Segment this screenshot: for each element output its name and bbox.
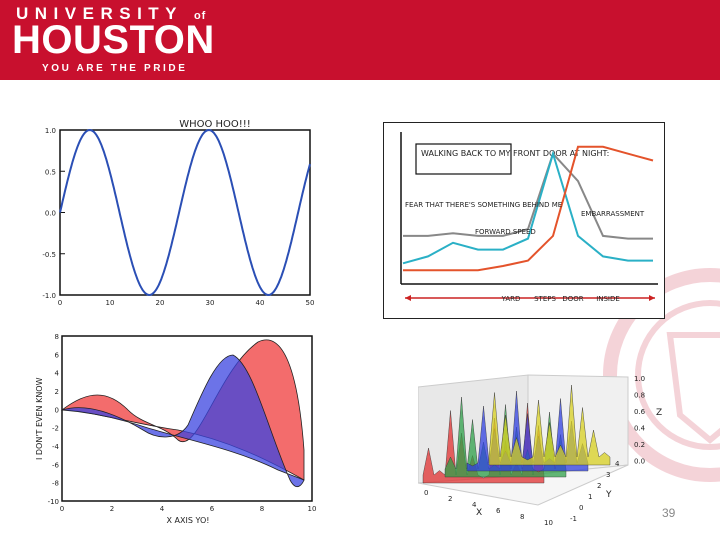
x-tick-label: 0 xyxy=(424,489,428,497)
axis-label-z: Z xyxy=(656,408,662,418)
x-tick-label: 0 xyxy=(60,505,64,513)
z-tick-label: 0.8 xyxy=(634,392,645,400)
series-line-cyan xyxy=(402,150,653,265)
walk-x-label: DOOR xyxy=(562,295,583,303)
x-tick-label: 50 xyxy=(306,299,315,307)
chart-walking-title: WALKING BACK TO MY FRONT DOOR AT NIGHT: xyxy=(421,149,609,158)
x-tick-label: 10 xyxy=(106,299,115,307)
axis-label-x: X xyxy=(476,508,482,518)
chart-area-ylabel: I DON'T EVEN KNOW xyxy=(35,377,44,460)
y-tick-label: -1.0 xyxy=(42,292,56,300)
axis-label-y: Y xyxy=(605,490,612,500)
area-blue xyxy=(61,354,305,487)
y-tick-label: -1 xyxy=(570,515,577,523)
annotation-embarrassment: EMBARRASSMENT xyxy=(581,210,645,218)
series-line-orange xyxy=(403,145,654,272)
z-tick-label: 0.2 xyxy=(634,441,645,449)
y-tick-label: -6 xyxy=(52,461,60,469)
chart-area: 8 6 4 2 0 -2 -4 -6 -8 -10 0 2 4 6 8 10 I DON'T EVEN KN… xyxy=(35,333,317,525)
y-tick-label: 0.0 xyxy=(45,210,56,218)
x-tick-label: 4 xyxy=(472,501,477,509)
logo-houston-text: HOUSTON xyxy=(12,18,215,62)
y-tick-label: 2 xyxy=(55,388,59,396)
chart-sine-title: WHOO HOO!!! xyxy=(179,119,251,130)
walk-x-label: INSIDE xyxy=(596,295,620,303)
y-tick-label: 4 xyxy=(55,370,60,378)
y-tick-label: -0.5 xyxy=(42,251,56,259)
x-tick-label: 4 xyxy=(160,505,165,513)
annotation-speed: FORWARD SPEED xyxy=(475,228,536,236)
seal-watermark xyxy=(603,268,720,482)
logo-tagline: YOU ARE THE PRIDE xyxy=(42,63,188,74)
x-tick-label: 2 xyxy=(110,505,114,513)
y-tick-label: 4 xyxy=(615,460,620,468)
x-tick-label: 6 xyxy=(496,507,501,515)
x-tick-label: 8 xyxy=(260,505,264,513)
y-tick-label: 0 xyxy=(55,406,59,414)
y-tick-label: 0 xyxy=(579,504,583,512)
y-tick-label: 2 xyxy=(597,482,601,490)
y-tick-label: -10 xyxy=(48,498,59,506)
university-logo: UNIVERSITY of HOUSTON YOU ARE THE PRIDE xyxy=(0,0,215,80)
x-tick-label: 10 xyxy=(308,505,317,513)
chart-sine: WHOO HOO!!! 1.0 0.5 0.0 -0.5 -1.0 0 10 20 30 40 5… xyxy=(42,119,315,307)
y-tick-label: -4 xyxy=(52,443,60,451)
y-tick-label: 0.5 xyxy=(45,168,56,176)
y-tick-label: -8 xyxy=(52,480,59,488)
slide-number: 39 xyxy=(662,506,676,520)
walk-x-label: YARD xyxy=(501,295,521,303)
bar-series-3 xyxy=(488,384,611,466)
chart-sine-line xyxy=(59,128,311,297)
z-tick-label: 1.0 xyxy=(634,375,645,383)
y-tick-label: 1 xyxy=(588,493,592,501)
series-line-gray xyxy=(403,151,653,240)
y-tick-label: 8 xyxy=(55,333,59,341)
walk-x-label: STEPS xyxy=(534,295,556,303)
y-tick-label: 6 xyxy=(55,351,60,359)
x-tick-label: 40 xyxy=(256,299,265,307)
x-tick-label: 8 xyxy=(520,513,524,521)
x-tick-label: 2 xyxy=(448,495,452,503)
chart-area-xlabel: X AXIS YO! xyxy=(167,516,210,525)
chart-walking: WALKING BACK TO MY FRONT DOOR AT NIGHT: … xyxy=(383,122,665,319)
y-tick-label: -2 xyxy=(52,425,59,433)
x-tick-label: 10 xyxy=(544,519,553,527)
logo-university-text: UNIVERSITY xyxy=(16,4,183,23)
y-tick-label: 1.0 xyxy=(45,127,56,135)
x-tick-label: 6 xyxy=(210,505,215,513)
x-tick-label: 0 xyxy=(58,299,62,307)
z-tick-label: 0.4 xyxy=(634,425,646,433)
x-tick-label: 30 xyxy=(206,299,215,307)
y-tick-label: 3 xyxy=(606,471,610,479)
z-tick-label: 0.6 xyxy=(634,408,646,416)
x-tick-label: 20 xyxy=(156,299,165,307)
logo-of-text: of xyxy=(193,10,207,22)
annotation-fear: FEAR THAT THERE'S SOMETHING BEHIND ME xyxy=(405,201,562,209)
z-tick-label: 0.0 xyxy=(634,458,645,466)
